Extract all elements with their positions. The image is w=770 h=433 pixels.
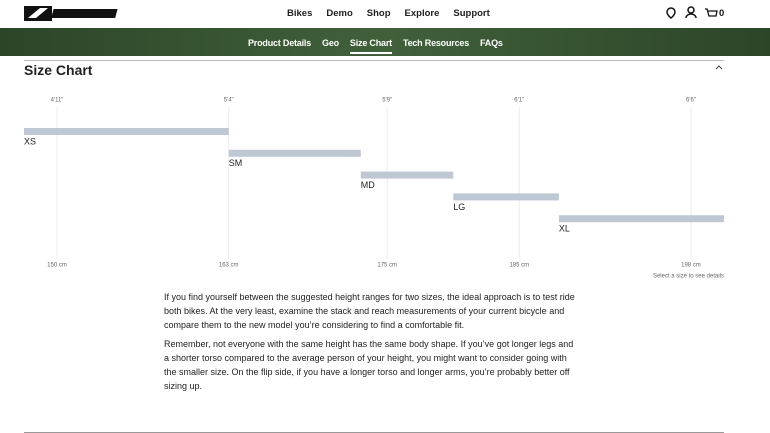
subnav-link[interactable]: Tech Resources (402, 38, 469, 48)
size-label: XS (24, 136, 36, 146)
nav-link[interactable]: Bikes (287, 8, 313, 19)
subnav-link[interactable]: Product Details (248, 38, 312, 48)
subnav-link[interactable]: FAQs (480, 38, 503, 48)
paragraph: Remember, not everyone with the same hei… (164, 339, 574, 391)
size-label: XL (559, 224, 570, 234)
size-label: MD (361, 180, 375, 190)
size-label: SM (229, 158, 243, 168)
x-tick-label: 175 cm (377, 263, 397, 269)
nav-link[interactable]: Demo (326, 8, 353, 19)
nav-link[interactable]: Support (453, 8, 490, 19)
size-bar[interactable] (228, 149, 361, 157)
nav-link[interactable]: Explore (404, 8, 440, 19)
x2-tick-label: 5'4" (224, 98, 234, 104)
x-tick-label: 150 cm (47, 263, 67, 269)
x-tick-label: 198 cm (681, 263, 701, 269)
x2-tick-label: 6'6" (686, 98, 696, 104)
logo[interactable] (0, 0, 130, 28)
size-bar[interactable] (24, 128, 229, 135)
annotation: Select a size to see details (653, 274, 724, 280)
paragraph: If you find yourself between the suggest… (164, 292, 575, 330)
nav-link[interactable]: Shop (366, 8, 391, 19)
main-nav: Bikes Demo Shop Explore Support (287, 8, 490, 19)
size-bar[interactable] (453, 193, 559, 201)
section-title: Size Chart (24, 62, 93, 78)
subnav-bar: Product Details Geo Size Chart Tech Reso… (0, 28, 770, 56)
subnav-link[interactable]: Geo (322, 38, 339, 48)
size-bar[interactable] (360, 171, 454, 179)
size-bar[interactable] (558, 215, 724, 223)
subnav: Product Details Geo Size Chart Tech Reso… (248, 38, 503, 54)
body-text: If you find yourself between the suggest… (164, 291, 578, 400)
x2-tick-label: 4'11" (51, 98, 64, 104)
subnav-link[interactable]: Size Chart (349, 38, 392, 54)
x-tick-label: 163 cm (219, 263, 239, 269)
x-tick-label: 185 cm (509, 263, 529, 269)
x2-tick-label: 6'1" (514, 98, 524, 104)
collapse-icon[interactable] (715, 65, 723, 70)
size-label: LG (453, 202, 465, 212)
x2-tick-label: 5'9" (382, 98, 392, 104)
